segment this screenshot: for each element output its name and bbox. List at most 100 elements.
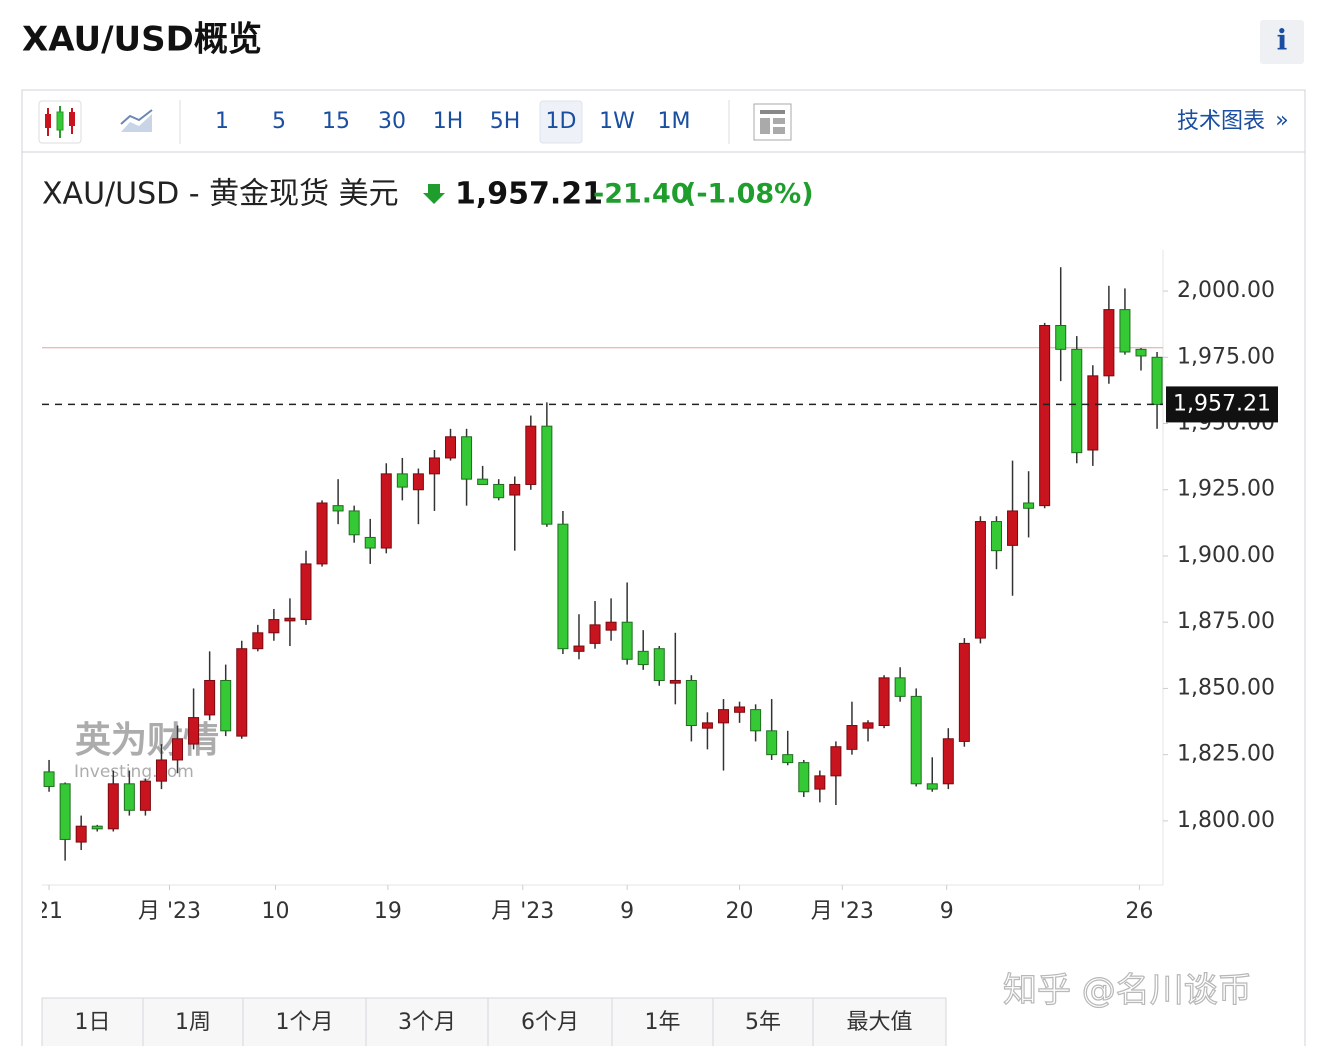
candle-body [75, 825, 87, 843]
y-tick-label: 1,975.00 [1177, 344, 1275, 369]
range-button[interactable] [487, 997, 613, 1050]
candle-body [348, 510, 360, 536]
candle-body [236, 648, 248, 737]
x-tick-label: 19 [374, 899, 402, 924]
x-tick-label: 月 '23 [491, 899, 554, 924]
candle-body [846, 725, 858, 750]
chart: 英为财情Investing.com1,800.001,825.001,850.0… [42, 250, 1278, 924]
candle-body [59, 783, 71, 840]
candle-body [910, 695, 922, 785]
range-button[interactable] [712, 997, 814, 1050]
candle-body [782, 754, 794, 764]
candle-body [717, 709, 729, 724]
y-tick-label: 1,800.00 [1177, 808, 1275, 833]
candle-body [1151, 356, 1163, 405]
candle-body [300, 563, 312, 621]
candle-body [1087, 375, 1099, 451]
interval-button[interactable]: 1W [599, 109, 635, 134]
range-button[interactable] [242, 997, 367, 1050]
last-price-label: 1,957.21 [1173, 391, 1271, 416]
candle-body [637, 650, 649, 666]
y-tick-label: 1,875.00 [1177, 609, 1275, 634]
range-label: 1周 [175, 1010, 211, 1035]
candle-body [621, 621, 633, 660]
candle-body [830, 746, 842, 777]
candle-body [926, 783, 938, 790]
candle-body [766, 730, 778, 756]
candle-body [878, 677, 890, 727]
range-button[interactable] [812, 997, 947, 1050]
candle-body [91, 825, 103, 830]
candle-body [493, 483, 505, 499]
quote-change-pct: (-1.08%) [684, 179, 814, 210]
tech-chart-arrow[interactable]: » [1275, 108, 1288, 133]
interval-list: 1 5 15 30 1H 5H 1D 1W 1M [215, 100, 691, 144]
candle-body [139, 780, 151, 811]
candle-body [107, 783, 119, 830]
candle-body [380, 473, 392, 549]
candle-body [894, 677, 906, 697]
y-tick-label: 1,825.00 [1177, 742, 1275, 767]
interval-button[interactable]: 15 [322, 109, 350, 134]
area-icon-button[interactable] [120, 109, 153, 132]
candle-body [525, 425, 537, 485]
candle-body [798, 762, 810, 793]
interval-button[interactable]: 5H [490, 109, 521, 134]
candle-body [750, 709, 762, 732]
candle-body [445, 436, 457, 459]
candle-body [814, 775, 826, 790]
range-button[interactable] [611, 997, 714, 1050]
candle-body [123, 783, 135, 811]
tech-chart-link[interactable]: 技术图表 [1177, 109, 1265, 134]
candle-body [284, 617, 296, 622]
x-tick-label: 月 '23 [138, 899, 201, 924]
info-icon: i [1277, 24, 1288, 57]
candle-body [268, 619, 280, 634]
range-label: 最大值 [846, 1010, 912, 1035]
range-button[interactable] [365, 997, 489, 1050]
candle-body [188, 717, 200, 745]
candle-body [1055, 325, 1067, 350]
interval-button[interactable]: 30 [378, 109, 406, 134]
candle-body [364, 536, 376, 549]
candle-body [155, 759, 167, 782]
candle-body [316, 502, 328, 565]
range-button[interactable] [41, 997, 144, 1050]
active-interval-bg [539, 100, 583, 144]
candle-body [541, 425, 553, 525]
candle-body [942, 738, 954, 785]
candle-body [589, 624, 601, 644]
candle-body [220, 679, 232, 732]
quote-change: -21.40 [593, 179, 690, 210]
candle-body [1039, 325, 1051, 507]
interval-button[interactable]: 1D [546, 109, 577, 134]
x-tick-label: 月 '23 [811, 899, 874, 924]
candle-body [1007, 510, 1019, 546]
x-tick-labels: 21 月 '23 10 19 月 '23 9 20 月 '23 9 26 [42, 899, 1153, 924]
info-button[interactable] [1260, 20, 1304, 64]
candle-body [990, 521, 1002, 552]
last-price-box [1166, 386, 1278, 423]
x-tick-label: 9 [940, 899, 954, 924]
candle-body [461, 436, 473, 480]
range-bar: 1日 1周 1个月 3个月 6个月 1年 5年 最大值 [41, 997, 947, 1050]
interval-button[interactable]: 1 [215, 109, 229, 134]
candle-body [669, 679, 681, 684]
interval-button[interactable]: 1M [658, 109, 691, 134]
interval-button[interactable]: 1H [433, 109, 464, 134]
range-label: 6个月 [521, 1010, 579, 1035]
candle-icon-button[interactable] [38, 100, 82, 144]
candle-body [1119, 309, 1131, 353]
candle-body [557, 523, 569, 650]
candle-body [1023, 502, 1035, 509]
candle-body [958, 642, 970, 742]
candle-body [509, 483, 521, 496]
candle-body [1103, 309, 1115, 377]
interval-button[interactable]: 5 [272, 109, 286, 134]
candle-body [1071, 348, 1083, 454]
candle-body [204, 679, 216, 716]
layout-button[interactable] [753, 103, 792, 141]
range-label: 3个月 [398, 1010, 456, 1035]
y-tick-label: 1,850.00 [1177, 675, 1275, 700]
